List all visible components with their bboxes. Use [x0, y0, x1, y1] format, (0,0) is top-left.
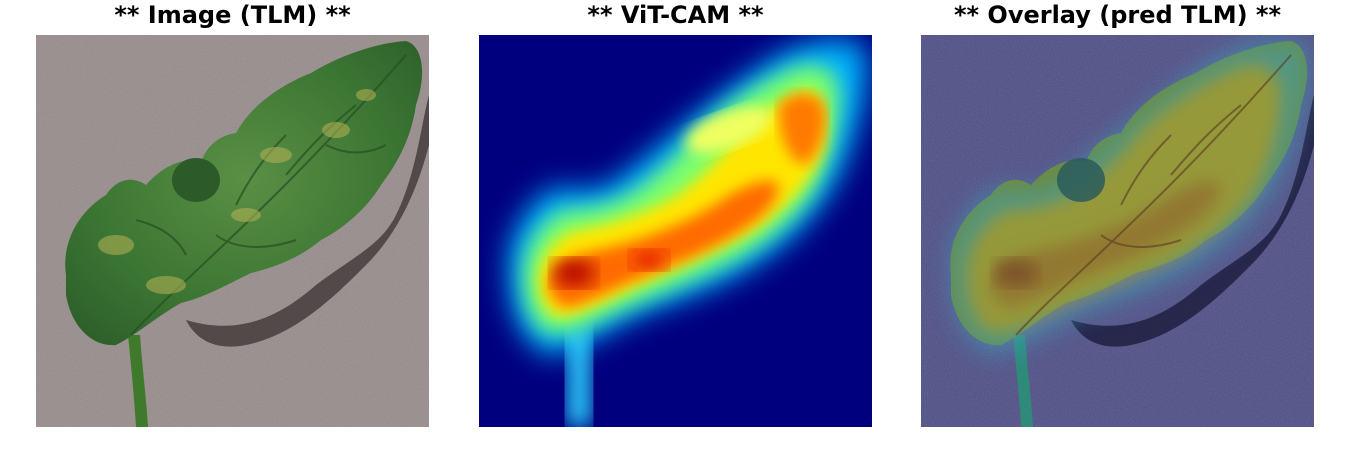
panel-title-overlay: ** Overlay (pred TLM) **	[953, 1, 1282, 29]
overlay-leaf-lobe	[1057, 158, 1105, 202]
overlay-leaf-shadow	[1071, 95, 1314, 347]
cam-heatmap	[479, 35, 872, 427]
panel-overlay: ** Overlay (pred TLM) **	[921, 0, 1314, 450]
leaf-lesions	[98, 89, 376, 294]
leaf-photo	[36, 35, 429, 427]
leaf-shadow	[186, 95, 429, 347]
panel-original-image: ** Image (TLM) **	[36, 0, 429, 450]
panel-vit-cam: ** ViT-CAM **	[479, 0, 872, 450]
leaf-stem	[128, 335, 148, 427]
leaf-lobe	[172, 158, 220, 202]
leaf-blade	[65, 41, 423, 346]
panel-title-vit-cam: ** ViT-CAM **	[587, 1, 764, 29]
overlay-leaf-stem	[1013, 335, 1033, 427]
panel-title-original: ** Image (TLM) **	[114, 1, 351, 29]
heatmap-activation	[508, 39, 867, 427]
overlay-leaf-veins	[1015, 54, 1292, 336]
overlay-image	[921, 35, 1314, 427]
leaf-veins	[130, 54, 407, 336]
